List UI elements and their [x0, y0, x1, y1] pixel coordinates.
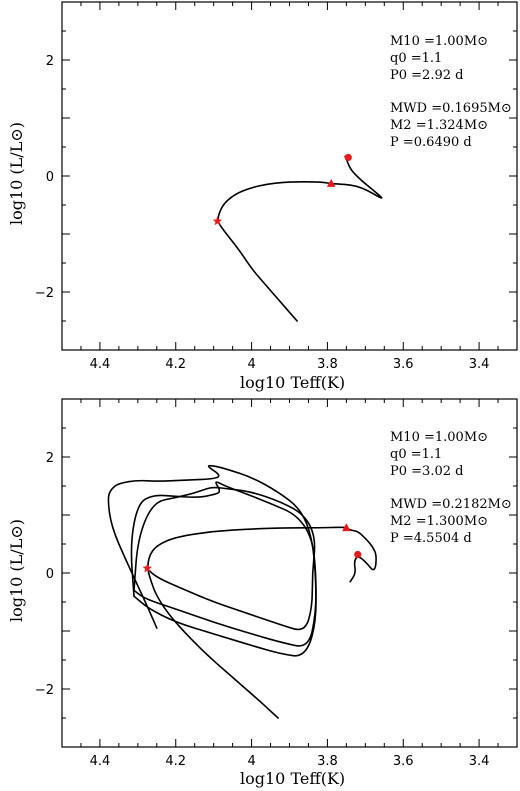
annotation-p0: P0 =3.02 d	[390, 464, 463, 479]
x-tick-label: 3.6	[393, 357, 414, 372]
x-axis-label-text: log10 Teff(K)	[240, 373, 345, 392]
hr-diagram-top: 4.4 4.2 4 3.8 3.6 3.4 −2 0 2 log10 Teff(K) log1…	[7, 1, 518, 392]
evolution-tracks	[217, 155, 383, 322]
y-axis-label: log10 (L/L⊙)	[7, 122, 26, 225]
axis-ticks	[61, 398, 518, 748]
x-tick-label: 3.8	[317, 754, 338, 769]
y-tick-label: 0	[46, 170, 54, 185]
markers	[142, 523, 362, 573]
x-tick-label: 4.2	[165, 357, 186, 372]
x-tick-label: 3.8	[317, 357, 338, 372]
annotation-block: M10 =1.00M⊙ q0 =1.1 P0 =3.02 d MWD =0.21…	[390, 430, 512, 546]
plot-frame	[61, 1, 518, 351]
x-axis-label-text: log10 Teff(K)	[240, 769, 345, 788]
marker-circle	[344, 153, 352, 162]
hr-diagram-bottom: 4.4 4.2 4 3.8 3.6 3.4 −2 0 2 log10 Teff(K) log1…	[7, 398, 518, 788]
x-tick-label: 3.4	[469, 357, 490, 372]
x-tick-label: 4.4	[90, 357, 111, 372]
annotation-m10: M10 =1.00M⊙	[390, 430, 488, 445]
annotation-p0: P0 =2.92 d	[390, 68, 463, 83]
y-axis-label: log10 (L/L⊙)	[7, 519, 26, 622]
annotation-mwd: MWD =0.2182M⊙	[390, 497, 512, 512]
y-tick-label: 2	[46, 54, 54, 69]
x-tick-label: 4.2	[165, 754, 186, 769]
x-tick-label: 4	[247, 357, 255, 372]
marker-circle	[354, 550, 362, 559]
annotation-q0: q0 =1.1	[390, 447, 442, 462]
annotation-m2: M2 =1.300M⊙	[390, 514, 488, 529]
annotation-q0: q0 =1.1	[390, 51, 442, 66]
annotation-m10: M10 =1.00M⊙	[390, 34, 488, 49]
y-axis-label-text: log10 (L/L⊙)	[7, 519, 26, 622]
evolution-tracks	[107, 464, 377, 719]
annotation-m2: M2 =1.324M⊙	[390, 118, 488, 133]
evolution-track	[107, 464, 317, 657]
marker-star	[212, 216, 223, 226]
marker-triangle	[326, 179, 336, 187]
annotation-p: P =4.5504 d	[390, 531, 472, 546]
y-axis-label-text: log10 (L/L⊙)	[7, 122, 26, 225]
annotation-mwd: MWD =0.1695M⊙	[390, 101, 512, 116]
x-tick-label: 4	[247, 754, 255, 769]
x-tick-label: 3.6	[393, 754, 414, 769]
x-tick-label: 4.4	[90, 754, 111, 769]
y-tick-label: 2	[46, 451, 54, 466]
axis-ticks	[61, 1, 518, 351]
y-tick-label: 0	[46, 567, 54, 582]
marker-star	[142, 563, 153, 573]
x-tick-labels: 4.4 4.2 4 3.8 3.6 3.4	[90, 357, 490, 372]
marker-triangle	[342, 523, 351, 532]
x-tick-labels: 4.4 4.2 4 3.8 3.6 3.4	[90, 754, 490, 769]
y-tick-labels: −2 0 2	[35, 54, 54, 301]
annotation-p: P =0.6490 d	[390, 135, 472, 150]
x-axis-label: log10 Teff(K)	[240, 769, 345, 788]
evolution-track	[217, 155, 383, 322]
x-axis-label: log10 Teff(K)	[240, 373, 345, 392]
y-tick-label: −2	[35, 286, 54, 301]
evolution-track	[147, 526, 377, 719]
annotation-block: M10 =1.00M⊙ q0 =1.1 P0 =2.92 d MWD =0.16…	[390, 34, 512, 150]
plot-frame	[61, 398, 518, 748]
markers	[212, 153, 352, 226]
y-tick-labels: −2 0 2	[35, 451, 54, 698]
evolution-track	[133, 486, 316, 631]
evolution-track	[130, 481, 317, 647]
x-tick-label: 3.4	[469, 754, 490, 769]
y-tick-label: −2	[35, 683, 54, 698]
